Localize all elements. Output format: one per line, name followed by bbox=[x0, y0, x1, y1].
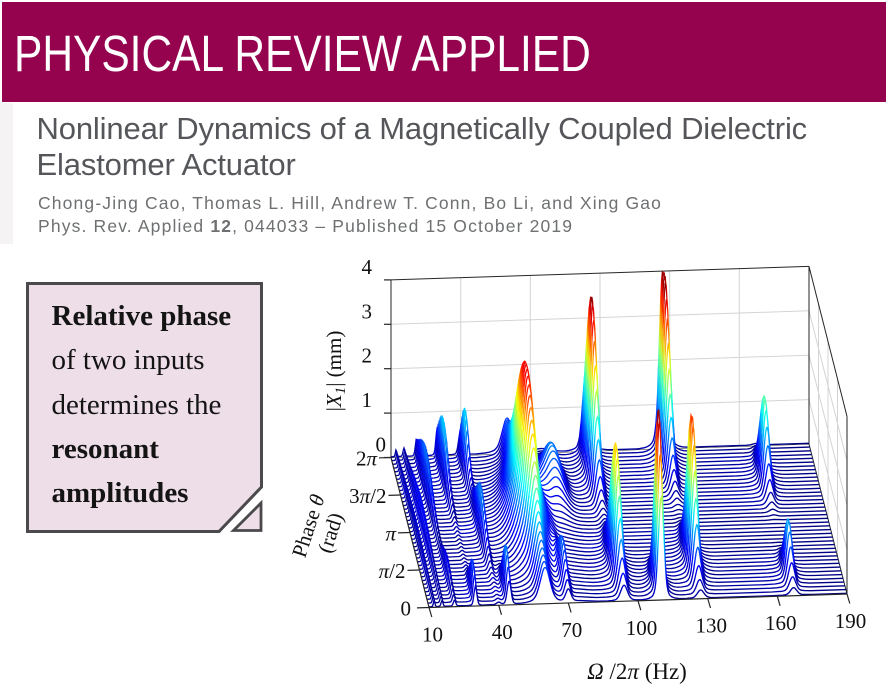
svg-text:2π: 2π bbox=[356, 447, 378, 471]
svg-text:160: 160 bbox=[765, 611, 797, 635]
svg-text:0: 0 bbox=[376, 433, 387, 457]
svg-text:100: 100 bbox=[626, 616, 658, 640]
svg-text:4: 4 bbox=[362, 255, 373, 279]
svg-text:1: 1 bbox=[362, 388, 373, 412]
svg-text:130: 130 bbox=[695, 614, 727, 638]
svg-text:2: 2 bbox=[362, 344, 373, 368]
svg-text:π/2: π/2 bbox=[379, 559, 406, 583]
svg-text:70: 70 bbox=[561, 618, 582, 642]
svg-text:40: 40 bbox=[492, 620, 513, 644]
svg-text:190: 190 bbox=[835, 609, 867, 633]
svg-text:3π/2: 3π/2 bbox=[349, 484, 386, 508]
svg-text:10: 10 bbox=[422, 623, 443, 647]
svg-text:0: 0 bbox=[401, 597, 412, 621]
svg-text:|X1| (mm): |X1| (mm) bbox=[322, 331, 349, 412]
svg-text:3: 3 bbox=[362, 299, 373, 323]
svg-text:π: π bbox=[385, 522, 396, 546]
svg-text:Ω /2π (Hz): Ω /2π (Hz) bbox=[587, 659, 687, 684]
